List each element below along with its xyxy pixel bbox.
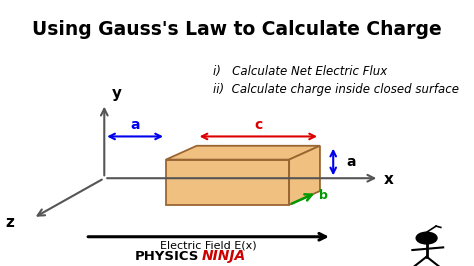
- Text: c: c: [254, 118, 263, 132]
- Text: a: a: [346, 155, 356, 169]
- Text: Electric Field E(x): Electric Field E(x): [160, 241, 257, 251]
- Polygon shape: [289, 146, 320, 205]
- Polygon shape: [166, 146, 320, 160]
- Text: b: b: [319, 189, 328, 202]
- Circle shape: [416, 232, 437, 244]
- Text: y: y: [111, 86, 121, 101]
- Text: z: z: [5, 215, 14, 230]
- Text: ii)  Calculate charge inside closed surface: ii) Calculate charge inside closed surfa…: [213, 83, 459, 95]
- Polygon shape: [166, 160, 289, 205]
- Text: a: a: [130, 118, 140, 132]
- Text: PHYSICS: PHYSICS: [135, 250, 199, 263]
- Text: i)   Calculate Net Electric Flux: i) Calculate Net Electric Flux: [213, 65, 388, 78]
- Text: Using Gauss's Law to Calculate Charge: Using Gauss's Law to Calculate Charge: [32, 20, 442, 39]
- Text: x: x: [384, 172, 394, 187]
- Text: NINJA: NINJA: [201, 249, 246, 263]
